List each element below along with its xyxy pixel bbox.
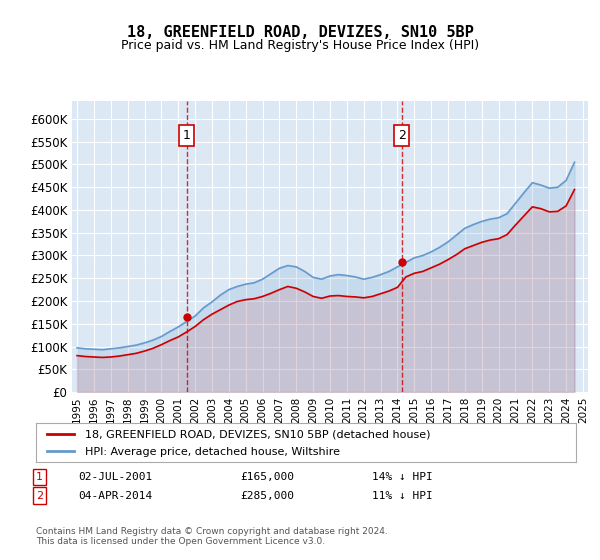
Text: 04-APR-2014: 04-APR-2014 — [78, 491, 152, 501]
Text: Contains HM Land Registry data © Crown copyright and database right 2024.
This d: Contains HM Land Registry data © Crown c… — [36, 526, 388, 546]
Text: £285,000: £285,000 — [240, 491, 294, 501]
Text: 2: 2 — [36, 491, 43, 501]
Text: 14% ↓ HPI: 14% ↓ HPI — [372, 472, 433, 482]
Text: 1: 1 — [183, 129, 191, 142]
Text: 1: 1 — [36, 472, 43, 482]
Text: HPI: Average price, detached house, Wiltshire: HPI: Average price, detached house, Wilt… — [85, 447, 340, 457]
Text: 02-JUL-2001: 02-JUL-2001 — [78, 472, 152, 482]
Text: 18, GREENFIELD ROAD, DEVIZES, SN10 5BP (detached house): 18, GREENFIELD ROAD, DEVIZES, SN10 5BP (… — [85, 430, 430, 440]
Text: 2: 2 — [398, 129, 406, 142]
Text: 18, GREENFIELD ROAD, DEVIZES, SN10 5BP: 18, GREENFIELD ROAD, DEVIZES, SN10 5BP — [127, 25, 473, 40]
Text: Price paid vs. HM Land Registry's House Price Index (HPI): Price paid vs. HM Land Registry's House … — [121, 39, 479, 52]
Text: 11% ↓ HPI: 11% ↓ HPI — [372, 491, 433, 501]
Text: £165,000: £165,000 — [240, 472, 294, 482]
